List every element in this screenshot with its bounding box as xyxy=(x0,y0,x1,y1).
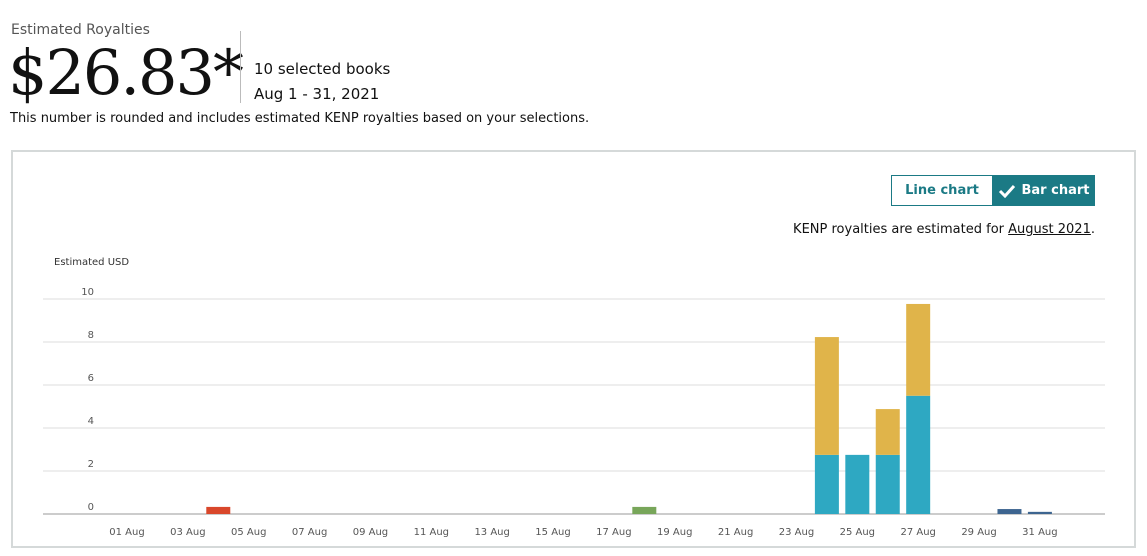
chart-panel xyxy=(11,150,1136,548)
x-tick-label: 23 Aug xyxy=(779,527,814,538)
x-tick-label: 09 Aug xyxy=(353,527,388,538)
kenp-note: KENP royalties are estimated for August … xyxy=(793,222,1095,237)
bar-segment xyxy=(906,395,931,514)
x-tick-label: 13 Aug xyxy=(474,527,509,538)
x-tick-label: 01 Aug xyxy=(109,527,144,538)
y-tick-label: 6 xyxy=(88,373,94,384)
date-range: Aug 1 - 31, 2021 xyxy=(254,85,380,103)
bar-segment xyxy=(906,303,931,396)
bar-segment xyxy=(997,509,1022,514)
divider xyxy=(240,31,241,103)
x-tick-label: 11 Aug xyxy=(414,527,449,538)
royalties-label: Estimated Royalties xyxy=(11,22,150,38)
line-chart-button[interactable]: Line chart xyxy=(891,175,993,206)
x-tick-label: 15 Aug xyxy=(535,527,570,538)
x-tick-label: 07 Aug xyxy=(292,527,327,538)
x-tick-label: 21 Aug xyxy=(718,527,753,538)
bar-segment xyxy=(814,454,839,514)
y-tick-label: 8 xyxy=(88,330,94,341)
x-tick-label: 31 Aug xyxy=(1022,527,1057,538)
x-tick-label: 25 Aug xyxy=(840,527,875,538)
y-tick-label: 4 xyxy=(88,416,94,427)
selected-books: 10 selected books xyxy=(254,60,391,78)
kenp-end: . xyxy=(1090,222,1095,237)
bar-segment xyxy=(845,454,870,514)
x-tick-label: 05 Aug xyxy=(231,527,266,538)
y-axis-label: Estimated USD xyxy=(54,257,129,268)
bar-chart-button[interactable]: Bar chart xyxy=(992,175,1095,206)
kenp-link[interactable]: August 2021 xyxy=(1008,222,1091,237)
kenp-text: KENP royalties are estimated for xyxy=(793,222,1009,237)
x-tick-label: 27 Aug xyxy=(900,527,935,538)
bar-segment xyxy=(1027,511,1052,514)
bar-segment xyxy=(814,337,839,455)
check-icon xyxy=(998,184,1015,198)
x-tick-label: 03 Aug xyxy=(170,527,205,538)
bar-segment xyxy=(206,506,231,514)
royalties-amount: $26.83* xyxy=(8,36,244,109)
bar-chart-label: Bar chart xyxy=(1021,183,1090,198)
y-tick-label: 0 xyxy=(88,502,94,513)
y-tick-label: 10 xyxy=(81,287,94,298)
bar-segment xyxy=(875,409,900,455)
bar-segment xyxy=(875,454,900,514)
y-tick-label: 2 xyxy=(88,459,94,470)
x-tick-label: 17 Aug xyxy=(596,527,631,538)
bar-segment xyxy=(632,506,657,514)
rounding-note: This number is rounded and includes esti… xyxy=(10,111,590,126)
x-tick-label: 19 Aug xyxy=(657,527,692,538)
x-tick-label: 29 Aug xyxy=(961,527,996,538)
